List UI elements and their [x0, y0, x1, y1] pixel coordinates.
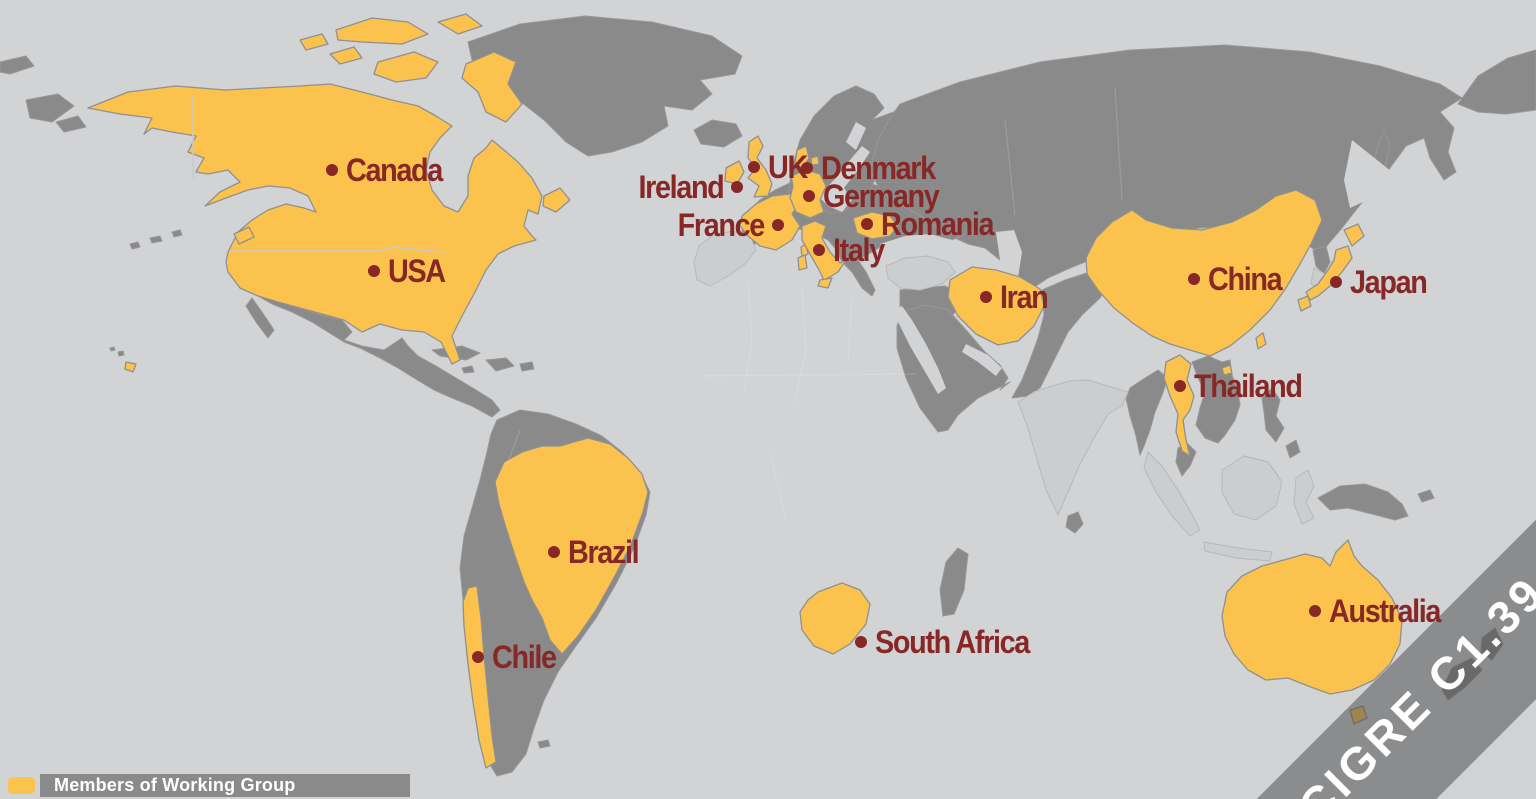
country-label: Italy [833, 232, 885, 268]
location-dot [855, 636, 867, 648]
country-label: Thailand [1194, 368, 1303, 404]
map-label-ireland: Ireland [629, 171, 743, 203]
map-label-brazil: Brazil [548, 536, 646, 568]
arabia [896, 304, 1011, 433]
location-dot [1188, 273, 1200, 285]
map-label-thailand: Thailand [1174, 370, 1314, 402]
country-ireland [724, 160, 745, 185]
country-label: South Africa [875, 624, 1030, 660]
location-dot [1174, 380, 1186, 392]
map-label-south-africa: South Africa [855, 626, 1046, 658]
country-iran [947, 266, 1045, 346]
madagascar [939, 547, 969, 617]
country-brazil [494, 437, 649, 655]
country-label: Australia [1329, 593, 1441, 629]
india [1017, 379, 1129, 516]
map-label-australia: Australia [1309, 595, 1452, 627]
location-dot [803, 190, 815, 202]
map-label-china: China [1188, 263, 1289, 295]
location-dot [861, 218, 873, 230]
map-label-canada: Canada [326, 154, 453, 186]
country-chile [462, 585, 497, 769]
country-label: Chile [492, 639, 557, 675]
location-dot [748, 161, 760, 173]
mexico-central-america [257, 295, 501, 418]
map-label-usa: USA [368, 255, 451, 287]
map-label-romania: Romania [861, 208, 1006, 240]
land-light-gray [693, 230, 1326, 573]
greenland [467, 15, 743, 157]
location-dot [1309, 605, 1321, 617]
new-guinea [1317, 483, 1409, 521]
iceland [693, 119, 743, 148]
map-label-chile: Chile [472, 641, 563, 673]
country-label: Canada [346, 152, 443, 188]
map-label-denmark: Denmark [801, 152, 947, 184]
location-dot [801, 162, 813, 174]
country-south-africa [799, 582, 871, 655]
location-dot [731, 181, 743, 193]
location-dot [813, 244, 825, 256]
country-canada-usa [87, 83, 543, 365]
iberia [693, 230, 757, 287]
country-label: France [677, 207, 766, 243]
country-label: Denmark [821, 150, 936, 186]
legend-label: Members of Working Group [54, 775, 296, 795]
land-gray [0, 15, 1536, 777]
map-label-iran: Iran [980, 281, 1053, 313]
location-dot [980, 291, 992, 303]
country-france [739, 193, 801, 251]
country-thailand [1163, 354, 1195, 457]
country-label: Brazil [568, 534, 640, 570]
legend-bar: Members of Working Group [40, 774, 410, 797]
turkey [885, 255, 956, 291]
location-dot [472, 651, 484, 663]
country-label: Germany [823, 178, 940, 214]
location-dot [548, 546, 560, 558]
country-australia [1221, 539, 1403, 695]
country-label: Ireland [638, 169, 724, 205]
location-dot [368, 265, 380, 277]
map-label-germany: Germany [803, 180, 951, 212]
member-countries [87, 13, 1403, 769]
country-label: Japan [1350, 264, 1428, 300]
location-dot [326, 164, 338, 176]
country-label: USA [388, 253, 446, 289]
country-japan [1343, 223, 1365, 247]
map-label-france: France [668, 209, 784, 241]
legend: Members of Working Group [8, 774, 410, 797]
map-label-japan: Japan [1330, 266, 1435, 298]
country-label: Romania [881, 206, 995, 242]
country-label: China [1208, 261, 1283, 297]
country-label: Iran [1000, 279, 1049, 315]
location-dot [1330, 276, 1342, 288]
location-dot [772, 219, 784, 231]
country-china [1085, 189, 1323, 357]
internal-borders [192, 87, 1123, 521]
legend-member-swatch [8, 777, 35, 794]
map-label-italy: Italy [813, 234, 890, 266]
